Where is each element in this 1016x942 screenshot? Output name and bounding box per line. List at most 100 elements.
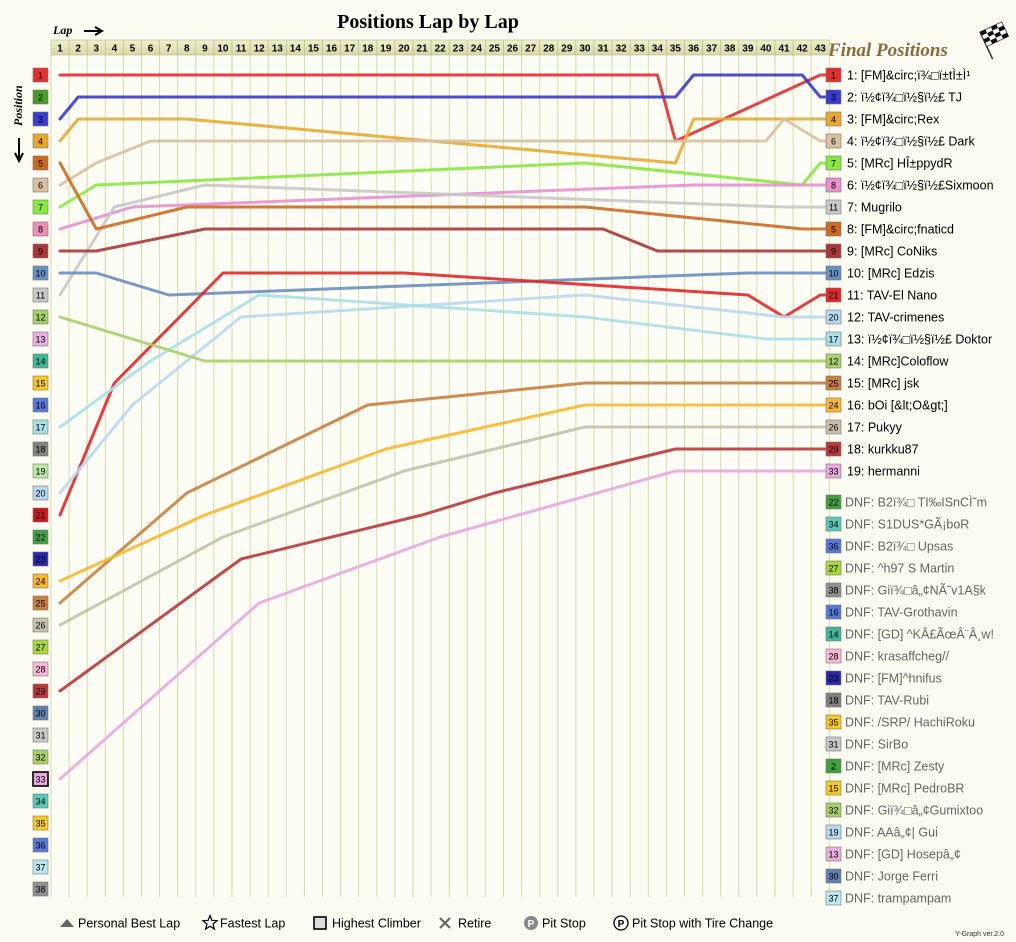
position-tick-label: 26 [35,620,45,630]
dnf-badge [825,670,842,686]
position-tick-label: 14 [35,356,45,366]
personal-best-lap-icon [60,919,74,927]
dnf-badge [825,692,842,708]
position-series-line [58,447,833,693]
dnf-number: 34 [828,519,838,529]
dnf-number: 38 [828,585,838,595]
position-badge [32,155,49,171]
lap-tick-label: 6 [148,44,154,55]
dnf-number: 15 [828,783,838,793]
dnf-badge [825,516,842,532]
position-tick-label: 21 [35,510,45,520]
final-position-number: 29 [828,444,838,454]
final-position-label: 1: [FM]&circ;ï¾□ï±tÌ±Ì¹ [847,68,970,83]
dnf-badge [825,560,842,576]
position-badge [32,353,49,369]
position-badge [32,661,49,677]
position-badge [32,199,49,215]
position-tick-label: 37 [35,862,45,872]
dnf-badge [825,604,842,620]
position-tick-label: 3 [38,114,43,124]
dnf-number: 18 [828,695,838,705]
position-badge [32,859,49,875]
position-badge [32,397,49,413]
final-position-number: 10 [828,268,838,278]
final-position-badge [825,397,842,413]
dnf-label: DNF: [MRc] Zesty [845,760,945,774]
position-badge [32,133,49,149]
legend-label: Pit Stop [542,917,586,931]
final-position-badge [825,221,842,237]
lap-tick-label: 43 [815,44,827,55]
legend-label: Highest Climber [332,917,421,931]
final-position-badge [825,89,842,105]
final-position-number: 21 [828,290,838,300]
lap-tick-label: 32 [616,44,628,55]
svg-text:P: P [528,919,535,930]
final-position-number: 17 [828,334,838,344]
lap-tick-label: 26 [507,44,519,55]
dnf-number: 16 [828,607,838,617]
position-tick-label: 13 [35,334,45,344]
position-tick-label: 8 [38,224,43,234]
dnf-badge [825,736,842,752]
dnf-label: DNF: /SRP/ HachiRoku [845,716,975,730]
position-badge [32,177,49,193]
final-position-number: 11 [829,202,838,212]
position-tick-label: 10 [35,268,45,278]
lap-tick-label: 24 [471,44,483,55]
dnf-number: 37 [828,893,838,903]
position-series-line [58,315,833,363]
retire-icon [439,917,451,929]
final-position-label: 11: TAV-El Nano [847,289,937,303]
position-badge [32,89,49,105]
final-position-badge [825,111,842,127]
chart-title: Positions Lap by Lap [337,11,519,33]
lap-tick-label: 3 [93,44,99,55]
position-tick-label: 12 [35,312,45,322]
final-position-number: 3 [831,92,836,102]
final-position-label: 19: hermanni [847,465,920,479]
position-badge [32,595,49,611]
dnf-number: 22 [828,497,838,507]
final-position-badge [825,441,842,457]
position-badge [32,111,49,127]
dnf-label: DNF: SirBo [845,738,908,752]
position-tick-label: 31 [35,730,45,740]
checkered-flag-icon [979,21,1010,60]
final-position-badge [825,199,842,215]
final-position-label: 9: [MRc] CoNiks [847,245,937,259]
dnf-number: 36 [828,541,838,551]
dnf-label: DNF: Giï¾□â„¢Gumixtoo [845,804,983,818]
version-label: Y-Graph ver.2.0 [955,931,1004,938]
dnf-badge [825,626,842,642]
position-badge [32,243,49,259]
dnf-number: 13 [828,849,838,859]
final-position-number: 20 [828,312,838,322]
dnf-badge [825,846,842,862]
dnf-label: DNF: ^h97 S Martin [845,562,954,576]
final-position-label: 10: [MRc] Edzis [847,267,935,281]
svg-text:P: P [618,919,625,930]
dnf-number: 31 [828,739,838,749]
dnf-label: DNF: [FM]^hnifus [845,672,942,686]
final-position-label: 12: TAV-crimenes [847,311,944,325]
dnf-number: 35 [828,717,838,727]
position-tick-label: 23 [35,554,45,564]
position-badge [32,573,49,589]
lap-tick-label: 19 [380,44,392,55]
position-badge [32,463,49,479]
lap-tick-label: 18 [362,44,374,55]
position-tick-label: 2 [38,92,43,102]
final-position-number: 12 [828,356,838,366]
dnf-label: DNF: [MRc] PedroBR [845,782,964,796]
position-series-line [58,381,833,605]
position-badge [32,771,49,787]
dnf-badge [825,538,842,554]
lap-tick-label: 23 [453,44,465,55]
legend-label: Personal Best Lap [78,917,180,931]
dnf-label: DNF: TAV-Grothavin [845,606,958,620]
legend-label: Pit Stop with Tire Change [632,917,773,931]
lap-tick-label: 16 [326,44,338,55]
dnf-label: DNF: TAV-Rubi [845,694,929,708]
